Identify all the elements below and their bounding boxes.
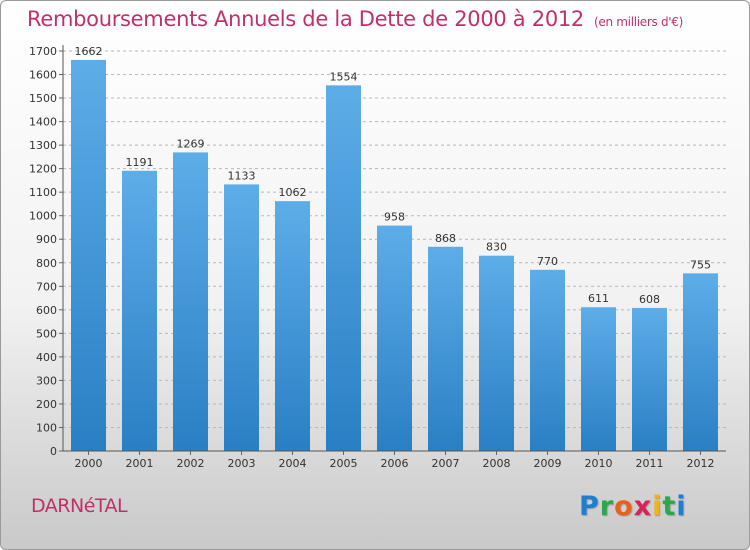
x-tick-label: 2008 <box>483 457 511 470</box>
y-tick-label: 400 <box>36 351 57 364</box>
x-tick-label: 2005 <box>330 457 358 470</box>
axes <box>62 45 726 452</box>
x-tick-label: 2004 <box>279 457 307 470</box>
y-tick-label: 1700 <box>29 45 57 58</box>
y-tick-label: 1400 <box>29 116 57 129</box>
bar <box>326 85 361 452</box>
y-tick-label: 700 <box>36 280 57 293</box>
proxiti-logo: Proxiti <box>579 491 687 522</box>
logo-letter: i <box>676 491 687 522</box>
chart-title: Remboursements Annuels de la Dette de 20… <box>27 7 683 31</box>
logo-letter: o <box>614 491 634 522</box>
y-tick-label: 600 <box>36 304 57 317</box>
bar <box>530 269 565 451</box>
data-label: 755 <box>690 258 711 271</box>
x-tick-label: 2006 <box>381 457 409 470</box>
x-axis-ticks: 2000 2001 2002 2003 2004 2005 2006 2007 2008 2009… <box>75 451 715 470</box>
x-tick-label: 2012 <box>687 457 715 470</box>
chart-title-text: Remboursements Annuels de la Dette de 20… <box>27 7 584 31</box>
logo-letter: i <box>652 491 663 522</box>
y-tick-label: 1500 <box>29 92 57 105</box>
logo-letter: P <box>579 491 600 522</box>
x-tick-label: 2003 <box>228 457 256 470</box>
data-label: 868 <box>435 232 456 245</box>
y-tick-label: 900 <box>36 233 57 246</box>
y-axis-ticks: 0 100 200 300 400 500 600 700 800 900 1000 1100 1200… <box>29 45 63 458</box>
bar <box>632 307 667 451</box>
y-tick-label: 1600 <box>29 69 57 82</box>
bar <box>224 184 259 452</box>
y-tick-label: 100 <box>36 421 57 434</box>
data-label: 1062 <box>279 186 307 199</box>
logo-letter: t <box>662 491 677 522</box>
data-label: 830 <box>486 241 507 254</box>
x-tick-label: 2001 <box>126 457 154 470</box>
bar <box>581 307 616 451</box>
data-label: 608 <box>639 293 660 306</box>
data-label: 958 <box>384 211 405 224</box>
data-label: 1269 <box>177 137 205 150</box>
y-tick-label: 0 <box>50 445 57 458</box>
bar <box>377 225 412 451</box>
y-tick-label: 200 <box>36 398 57 411</box>
bar <box>275 201 310 451</box>
y-tick-label: 1100 <box>29 186 57 199</box>
data-labels: 1662 1191 1269 1133 1062 1554 958 868 830 770 611 6… <box>75 45 712 306</box>
logo-letter: x <box>633 491 653 522</box>
y-tick-label: 1300 <box>29 139 57 152</box>
x-tick-label: 2011 <box>636 457 664 470</box>
bar <box>683 273 718 451</box>
data-label: 1662 <box>75 45 103 58</box>
x-tick-label: 2000 <box>75 457 103 470</box>
bar <box>479 255 514 451</box>
bar <box>71 59 106 452</box>
data-label: 770 <box>537 255 558 268</box>
chart-unit: (en milliers d'€) <box>594 15 684 29</box>
x-tick-label: 2002 <box>177 457 205 470</box>
y-tick-label: 1200 <box>29 163 57 176</box>
data-label: 1191 <box>126 156 154 169</box>
bar <box>428 246 463 451</box>
bar <box>122 170 157 451</box>
place-name: DARNéTAL <box>31 495 128 517</box>
bar <box>173 152 208 452</box>
y-tick-label: 300 <box>36 374 57 387</box>
x-tick-label: 2007 <box>432 457 460 470</box>
data-label: 611 <box>588 292 609 305</box>
x-tick-label: 2010 <box>585 457 613 470</box>
bars <box>71 59 718 452</box>
x-tick-label: 2009 <box>534 457 562 470</box>
logo-letter: r <box>599 491 615 522</box>
y-tick-label: 800 <box>36 257 57 270</box>
data-label: 1133 <box>228 169 256 182</box>
y-tick-label: 1000 <box>29 210 57 223</box>
y-tick-label: 500 <box>36 327 57 340</box>
data-label: 1554 <box>330 70 358 83</box>
